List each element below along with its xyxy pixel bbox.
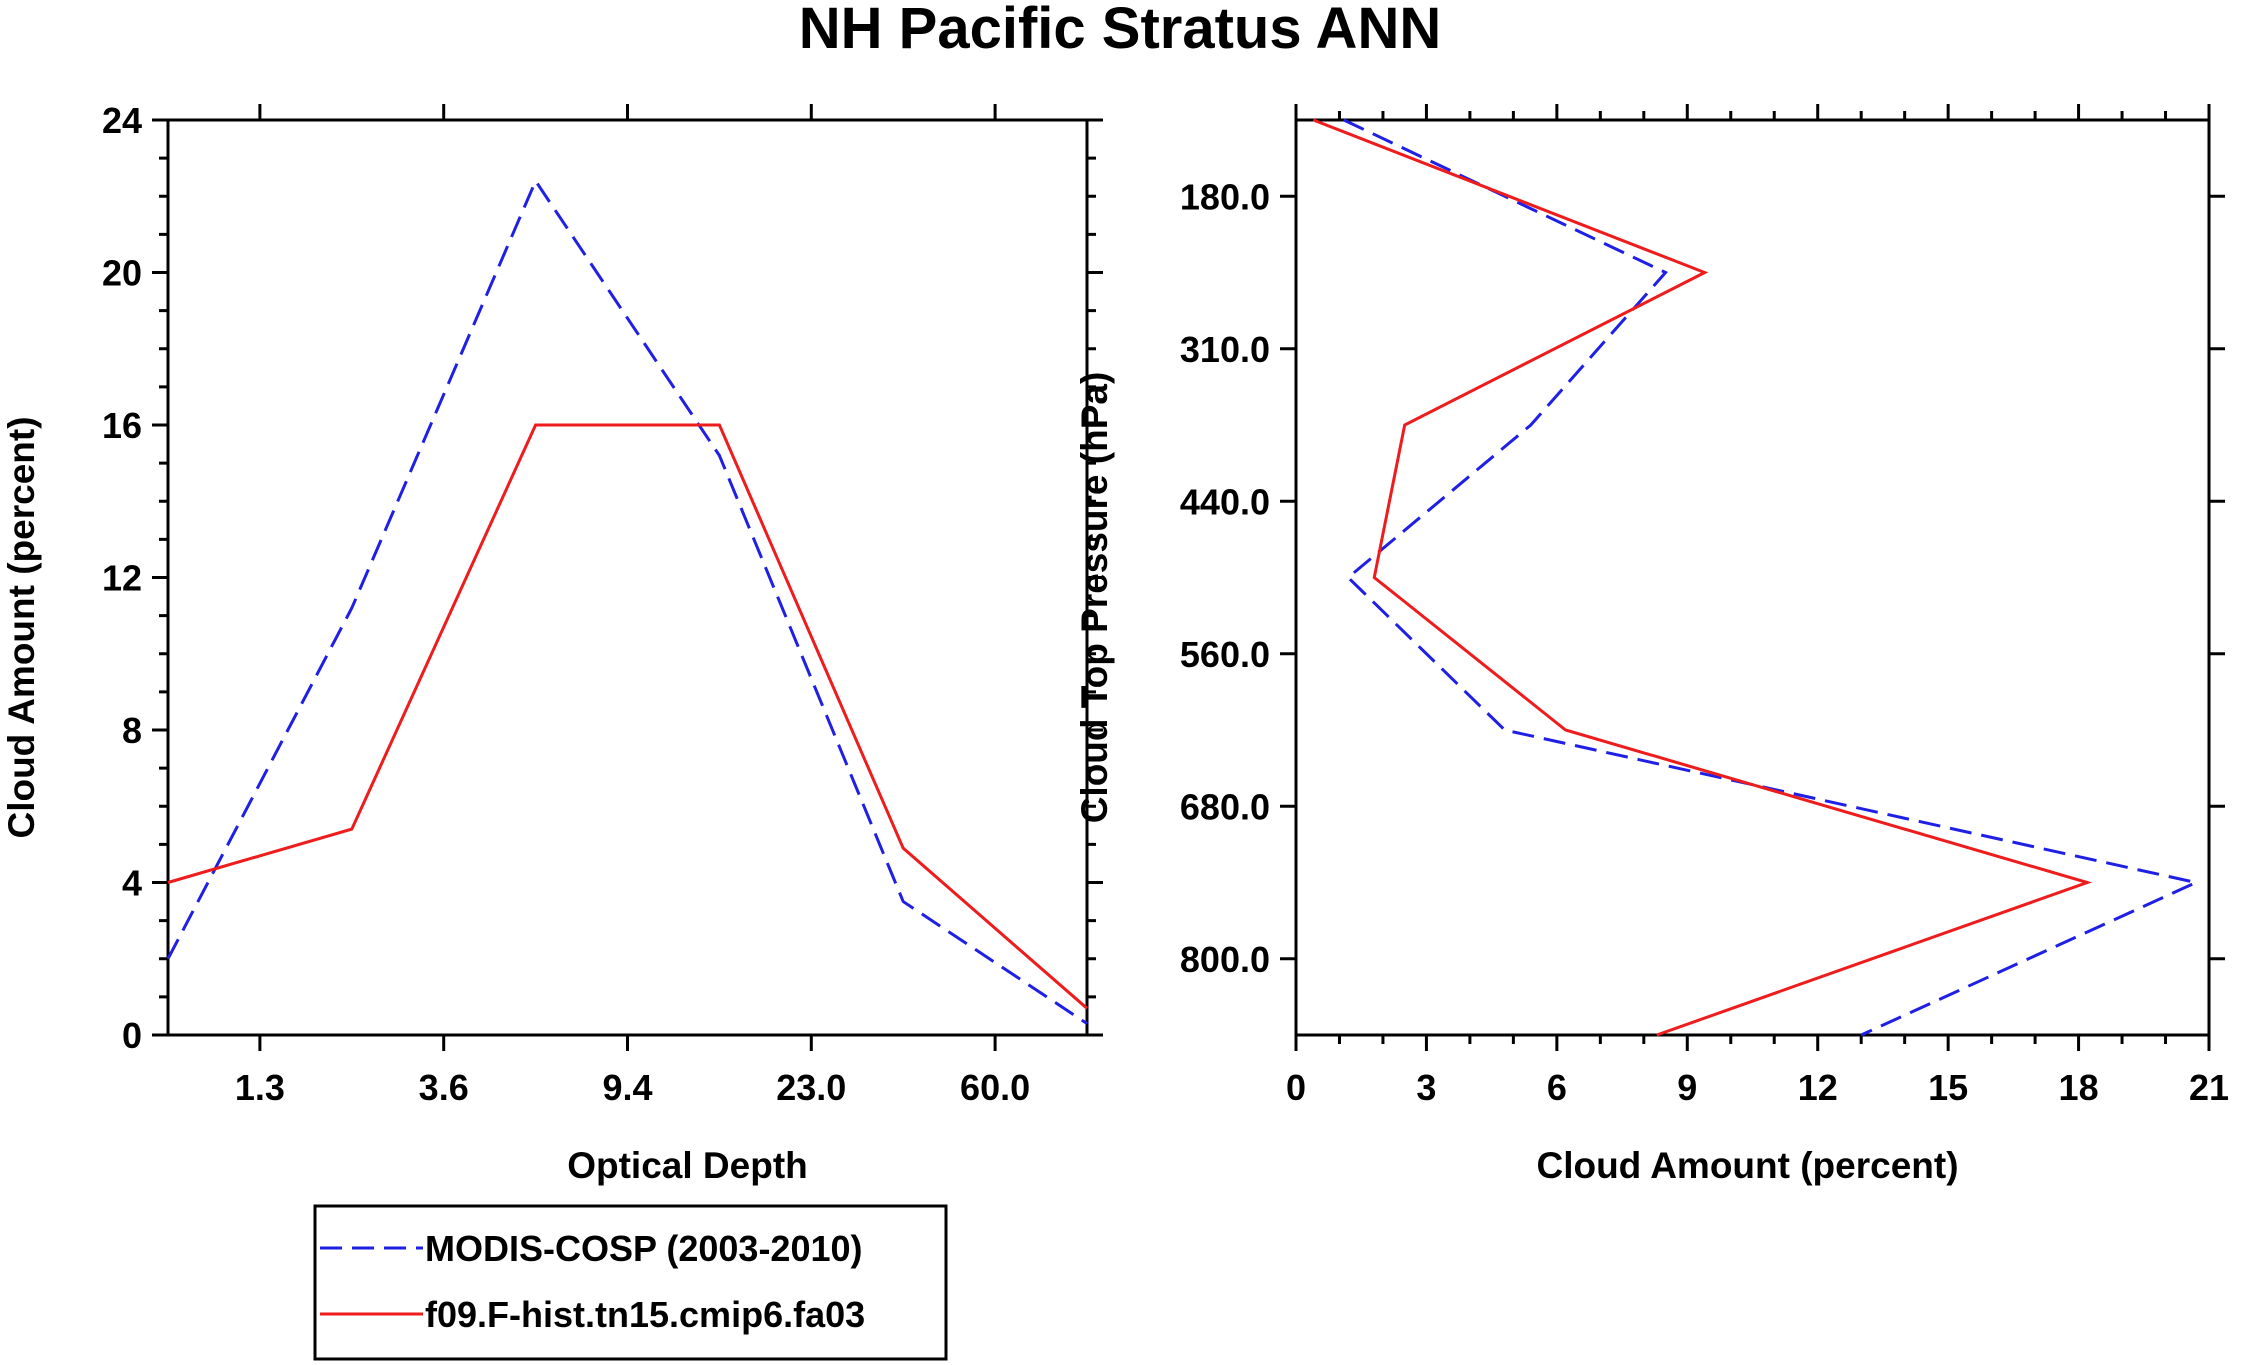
left-plot-frame — [166, 118, 1089, 1037]
right-ytick-label: 680.0 — [1180, 786, 1270, 827]
left-ytick-label: 12 — [102, 558, 142, 599]
right-xaxis-label: Cloud Amount (percent) — [1536, 1145, 1958, 1186]
right-yaxis-label: Cloud Top Pressure (hPa) — [1074, 372, 1115, 824]
left-xtick-label: 60.0 — [960, 1067, 1030, 1108]
right-xtick-label: 12 — [1798, 1067, 1838, 1108]
right-ytick-label: 560.0 — [1180, 634, 1270, 675]
left-yaxis-label: Cloud Amount (percent) — [1, 416, 42, 838]
right-ytick-label: 180.0 — [1180, 176, 1270, 217]
left-xtick-label: 9.4 — [602, 1067, 652, 1108]
right-xtick-label: 6 — [1547, 1067, 1567, 1108]
left-ytick-label: 20 — [102, 253, 142, 294]
right-xtick-label: 3 — [1416, 1067, 1436, 1108]
legend-box — [313, 1204, 948, 1361]
legend-label-modis: MODIS-COSP (2003-2010) — [425, 1228, 863, 1269]
right-series-modis — [1343, 118, 2201, 1037]
right-series-model — [1312, 118, 2093, 1037]
right-xtick-label: 15 — [1928, 1067, 1968, 1108]
left-ytick-label: 24 — [102, 100, 142, 141]
left-xaxis-label: Optical Depth — [567, 1145, 808, 1186]
left-xtick-label: 23.0 — [776, 1067, 846, 1108]
cloud-top-pressure-panel: 0 3 6 9 12 15 18 21 180.0 310.0 440.0 560.0 680.0 800… — [1074, 104, 2229, 1186]
right-plot-frame — [1294, 118, 2211, 1037]
left-ytick-label: 0 — [122, 1015, 142, 1056]
left-xtick-label: 1.3 — [235, 1067, 285, 1108]
right-xtick-label: 21 — [2189, 1067, 2229, 1108]
left-series-modis — [166, 177, 1088, 1025]
right-ytick-label: 440.0 — [1180, 481, 1270, 522]
right-xtick-label: 9 — [1677, 1067, 1697, 1108]
left-xtick-label: 3.6 — [419, 1067, 469, 1108]
optical-depth-panel: 0 4 8 12 16 20 24 1.3 3.6 9.4 23.0 60.0 Optical Dept… — [1, 100, 1103, 1186]
right-xtick-label: 0 — [1286, 1067, 1306, 1108]
legend-label-model: f09.F-hist.tn15.cmip6.fa03 — [425, 1294, 865, 1335]
legend: MODIS-COSP (2003-2010) f09.F-hist.tn15.c… — [313, 1204, 948, 1361]
chart-title: NH Pacific Stratus ANN — [799, 0, 1441, 61]
right-ytick-label: 800.0 — [1180, 939, 1270, 980]
left-ytick-label: 4 — [122, 863, 142, 904]
left-ytick-label: 8 — [122, 710, 142, 751]
right-ytick-label: 310.0 — [1180, 329, 1270, 370]
left-series-model — [167, 423, 1088, 1010]
left-ytick-label: 16 — [102, 405, 142, 446]
right-xtick-label: 18 — [2059, 1067, 2099, 1108]
